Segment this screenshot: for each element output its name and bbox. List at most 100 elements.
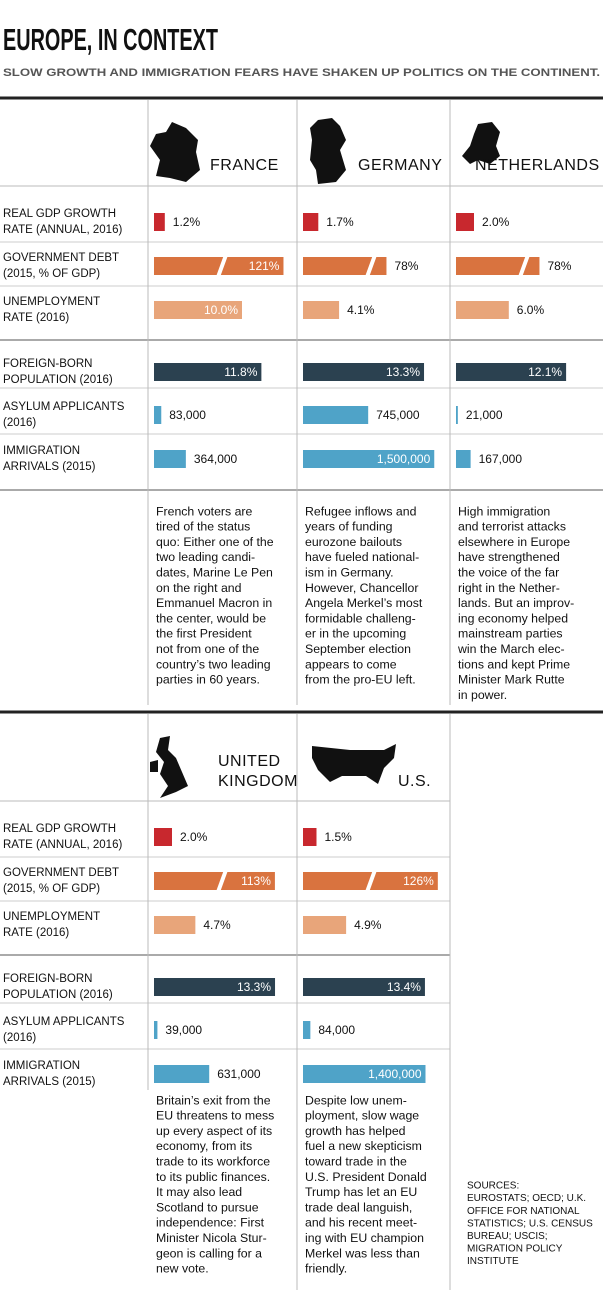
bar <box>456 363 567 381</box>
bar <box>303 828 317 846</box>
note-line: to its public finances. <box>156 1170 270 1184</box>
row-label: GOVERNMENT DEBT <box>3 252 119 264</box>
value-label: 21,000 <box>466 408 503 422</box>
subtitle: SLOW GROWTH AND IMMIGRATION FEARS HAVE S… <box>3 67 600 79</box>
bar <box>303 450 435 468</box>
bar <box>154 978 276 996</box>
value-label: 126% <box>403 874 434 888</box>
title: EUROPE, IN CONTEXT <box>3 22 218 57</box>
country-name: KINGDOM <box>218 773 298 790</box>
note-line: Minister Mark Rutte <box>458 673 565 687</box>
row-label: ASYLUM APPLICANTS <box>3 1016 125 1028</box>
value-label: 2.0% <box>482 215 510 229</box>
note-line: It may also lead <box>156 1185 242 1199</box>
bar <box>303 1021 311 1039</box>
bar <box>456 301 509 319</box>
note-line: quo: Either one of the <box>156 535 274 549</box>
value-label: 84,000 <box>318 1023 355 1037</box>
row-label: IMMIGRATION <box>3 1060 80 1072</box>
note-line: win the March elec- <box>457 642 565 656</box>
value-label: 83,000 <box>169 408 206 422</box>
note-line: trade deal languish, <box>305 1200 412 1214</box>
note-line: not from one of the <box>156 642 259 656</box>
value-label: 78% <box>547 259 571 273</box>
bar <box>456 450 471 468</box>
value-label: 4.1% <box>347 303 375 317</box>
note-line: new vote. <box>156 1262 209 1276</box>
note-line: parties in 60 years. <box>156 673 260 687</box>
bar <box>154 406 162 424</box>
bar <box>154 450 186 468</box>
row-label: (2015, % OF GDP) <box>3 883 100 895</box>
note-line: on the right and <box>156 581 242 595</box>
value-label: 4.7% <box>203 918 231 932</box>
note-line: lands. But an improv- <box>458 596 574 610</box>
country-name: GERMANY <box>358 157 442 174</box>
bar-break <box>216 254 228 278</box>
note-line: Refugee inflows and <box>305 504 417 518</box>
value-label: 167,000 <box>479 452 523 466</box>
bar <box>154 213 165 231</box>
source-line: INSTITUTE <box>467 1256 519 1267</box>
note-line: However, Chancellor <box>305 581 418 595</box>
source-line: OFFICE FOR NATIONAL <box>467 1206 580 1217</box>
value-label: 364,000 <box>194 452 238 466</box>
value-label: 1,400,000 <box>368 1067 422 1081</box>
value-label: 12.1% <box>528 365 562 379</box>
row-label: ASYLUM APPLICANTS <box>3 401 125 413</box>
bar <box>154 301 242 319</box>
note-line: years of funding <box>305 520 393 534</box>
note-line: elsewhere in Europe <box>458 535 570 549</box>
value-label: 10.0% <box>204 303 238 317</box>
bar <box>303 257 387 275</box>
note-line: September election <box>305 642 411 656</box>
note-line: up every aspect of its <box>156 1124 272 1138</box>
row-label: (2016) <box>3 417 36 429</box>
row-label: FOREIGN-BORN <box>3 358 92 370</box>
note-line: the voice of the far <box>458 565 559 579</box>
value-label: 13.3% <box>237 980 271 994</box>
note-line: in power. <box>458 688 507 702</box>
note-line: Scotland to pursue <box>156 1200 259 1214</box>
country-name: FRANCE <box>210 157 279 174</box>
note-line: trade to its workforce <box>156 1154 270 1168</box>
bar <box>456 213 474 231</box>
country-map <box>462 122 500 164</box>
note-line: have fueled national- <box>305 550 419 564</box>
note-line: geon is calling for a <box>156 1246 262 1260</box>
row-label: IMMIGRATION <box>3 445 80 457</box>
note-line: two leading candi- <box>156 550 255 564</box>
bar <box>154 1021 158 1039</box>
note-line: ism in Germany. <box>305 565 394 579</box>
row-label: UNEMPLOYMENT <box>3 296 100 308</box>
note-line: independence: First <box>156 1216 265 1230</box>
row-label: GOVERNMENT DEBT <box>3 867 119 879</box>
value-label: 2.0% <box>180 830 208 844</box>
note-line: the first President <box>156 627 252 641</box>
country-name: UNITED <box>218 753 281 770</box>
value-label: 121% <box>249 259 280 273</box>
bar <box>154 363 262 381</box>
value-label: 631,000 <box>217 1067 261 1081</box>
note-line: have strengthened <box>458 550 560 564</box>
note-line: economy, from its <box>156 1139 252 1153</box>
note-line: fuel a new skepticism <box>305 1139 422 1153</box>
row-label: REAL GDP GROWTH <box>3 208 116 220</box>
bar <box>303 1065 426 1083</box>
note-line: and terrorist attacks <box>458 520 566 534</box>
note-line: ing economy helped <box>458 611 568 625</box>
note-line: ployment, slow wage <box>305 1109 419 1123</box>
row-label: RATE (ANNUAL, 2016) <box>3 839 122 851</box>
note-line: and his recent meet- <box>305 1216 417 1230</box>
row-label: ARRIVALS (2015) <box>3 461 96 473</box>
note-line: mainstream parties <box>458 627 563 641</box>
bar <box>456 406 458 424</box>
note-line: er in the upcoming <box>305 627 406 641</box>
row-label: ARRIVALS (2015) <box>3 1076 96 1088</box>
note-line: country’s two leading <box>156 657 271 671</box>
note-line: Britain’s exit from the <box>156 1093 271 1107</box>
note-line: from the pro-EU left. <box>305 673 416 687</box>
note-line: Despite low unem- <box>305 1093 407 1107</box>
country-map <box>312 744 396 784</box>
row-label: (2016) <box>3 1032 36 1044</box>
